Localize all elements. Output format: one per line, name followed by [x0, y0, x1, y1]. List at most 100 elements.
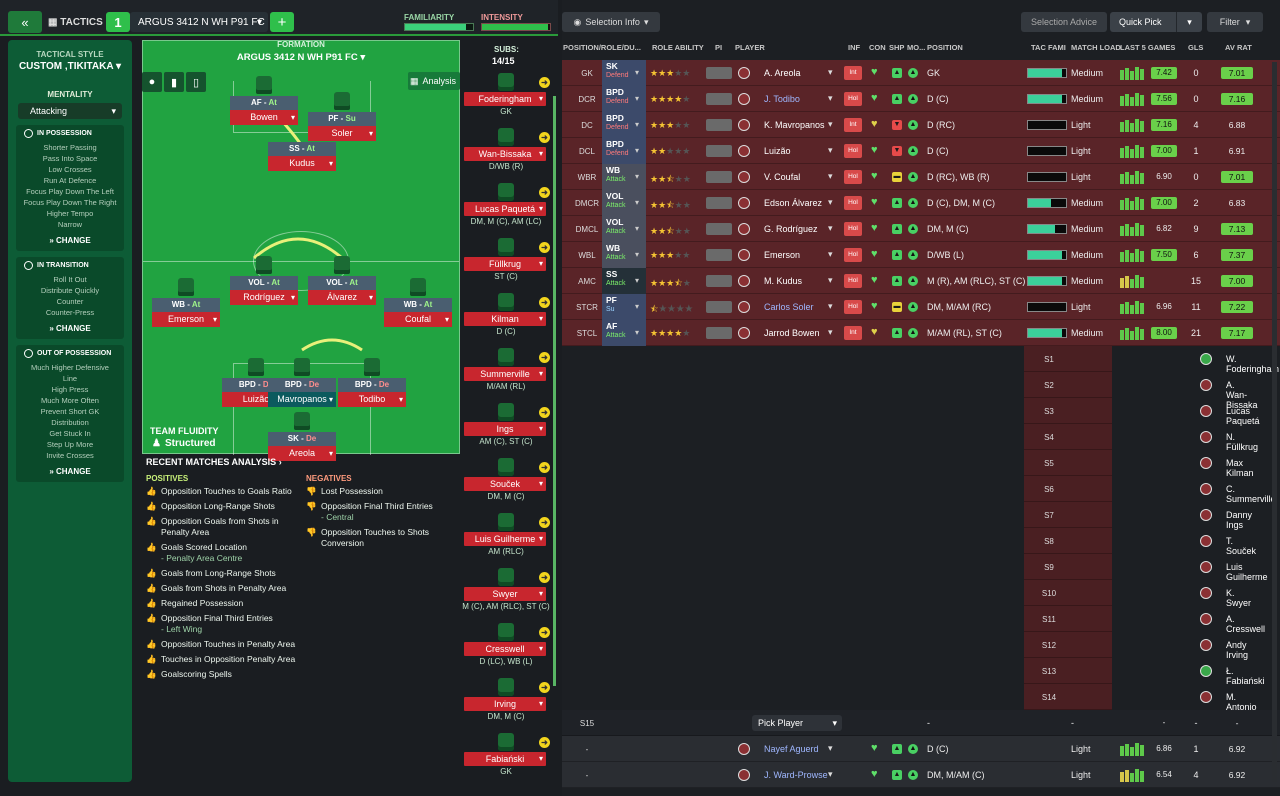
chevron-down-icon[interactable]: ▾ — [828, 67, 833, 77]
role-select[interactable]: BPD Defend — [602, 138, 646, 164]
player-name[interactable]: C. Summerville — [1226, 484, 1276, 504]
mentality-select[interactable]: Attacking ▾ — [18, 103, 122, 119]
player-name[interactable]: Lucas Paquetá — [1226, 406, 1260, 426]
role-select[interactable]: SS Attack — [602, 268, 646, 294]
pick-player-select[interactable]: Pick Player ▾ — [752, 715, 842, 731]
player-name[interactable]: Jarrod Bowen — [764, 328, 820, 338]
player-name[interactable]: J. Todibo — [764, 94, 800, 104]
sub-player[interactable]: IrvingDM, M (C) ➜ — [462, 678, 550, 721]
table-row[interactable]: S6C. Summerville▾Int♥▼▲M/AM (RL)Light7.4… — [1024, 476, 1276, 504]
chevron-down-icon[interactable]: ▾ — [828, 171, 833, 181]
player-instructions-icon[interactable] — [706, 119, 732, 131]
table-row[interactable]: S8T. Souček▾Hol♥▼▲DM, M (C)Light7.08217.… — [1024, 528, 1256, 556]
col-av-rat[interactable]: AV RAT — [1225, 43, 1252, 52]
in-transition-change-button[interactable]: » CHANGE — [49, 324, 91, 333]
table-row[interactable]: - Nayef Aguerd ▾ ♥ ▲ ▲ D (C) Light 6.86 1 6.92 — [562, 736, 1280, 762]
player-instructions-icon[interactable] — [706, 145, 732, 157]
table-row[interactable]: GK SK Defend ▾ ★★★★★ A. Areola ▾ Int ♥ ▲ ▲ GK Medium… — [562, 60, 1280, 86]
col-con[interactable]: CON — [869, 43, 886, 52]
player-instructions-icon[interactable] — [706, 327, 732, 339]
sub-player[interactable]: FabiańskiGK ➜ — [462, 733, 550, 776]
col-last5[interactable]: LAST 5 GAMES — [1120, 43, 1176, 52]
player-instructions-icon[interactable] — [706, 67, 732, 79]
player-instructions-icon[interactable] — [706, 275, 732, 287]
analysis-button[interactable]: ▦ Analysis — [408, 72, 460, 90]
chevron-down-icon[interactable]: ▾ — [828, 743, 833, 753]
player-instructions-icon[interactable] — [706, 197, 732, 209]
table-scrollbar[interactable] — [1272, 62, 1277, 782]
role-select[interactable]: WB Attack — [602, 242, 646, 268]
col-gls[interactable]: GLS — [1188, 43, 1204, 52]
tactical-style-select[interactable]: CUSTOM ,TIKITAKA ▾ — [18, 61, 122, 72]
role-select[interactable]: PF Su — [602, 294, 646, 320]
player-name[interactable]: Danny Ings — [1226, 510, 1253, 530]
player-name[interactable]: A. Areola — [764, 68, 801, 78]
table-row[interactable]: - J. Ward-Prowse ▾ ♥ ▲ ▲ DM, M/AM (C) Light 6.54… — [562, 762, 1280, 788]
table-row[interactable]: DCR BPD Defend ▾ ★★★★★ J. Todibo ▾ Hol ♥ ▲ ▲ D (C) M… — [562, 86, 1280, 112]
player-name[interactable]: Edson Álvarez — [764, 198, 823, 208]
table-row[interactable]: DMCR VOL Attack ▾ ★★⯪★★ Edson Álvarez ▾ Hol ♥ ▲ ▲ D… — [562, 190, 1280, 216]
col-role-ability[interactable]: ROLE ABILITY — [652, 43, 704, 52]
player-name[interactable]: Max Kilman — [1226, 458, 1254, 478]
pitch-player[interactable]: VOL - At Rodríguez — [230, 256, 298, 305]
selection-info-button[interactable]: ◉ Selection Info ▾ — [562, 12, 660, 32]
role-select[interactable]: WB Attack — [602, 164, 646, 190]
role-select[interactable]: BPD Defend — [602, 112, 646, 138]
col-tac-fami[interactable]: TAC FAMI — [1031, 43, 1066, 52]
tactic-select[interactable]: ARGUS 3412 N WH P91 FC ▾ — [130, 12, 268, 32]
player-name[interactable]: K. Mavropanos — [764, 120, 825, 130]
role-select[interactable]: VOL Attack — [602, 216, 646, 242]
chevron-down-icon[interactable]: ▾ — [828, 145, 833, 155]
col-match-load[interactable]: MATCH LOAD — [1071, 43, 1121, 52]
pitch-player[interactable]: BPD - De Mavropanos — [268, 358, 336, 407]
chevron-down-icon[interactable]: ▾ — [828, 769, 833, 779]
selection-advice-button[interactable]: Selection Advice — [1021, 12, 1107, 32]
back-button[interactable]: « — [8, 11, 42, 33]
player-name[interactable]: N. Füllkrug — [1226, 432, 1259, 452]
pitch-player[interactable]: BPD - De Todibo — [338, 358, 406, 407]
pitch-player[interactable]: SS - At Kudus — [268, 142, 336, 171]
player-view-icon[interactable]: ● — [142, 72, 162, 92]
player-name[interactable]: K. Swyer — [1226, 588, 1252, 608]
table-row[interactable]: S4N. Füllkrug▾Hol♥▲▲ST (C)Medium7.44387.… — [1024, 424, 1258, 452]
out-of-possession-change-button[interactable]: » CHANGE — [49, 467, 91, 476]
chevron-down-icon[interactable]: ▾ — [828, 197, 833, 207]
player-name[interactable]: Andy Irving — [1226, 640, 1249, 660]
player-name[interactable]: M. Antonio — [1226, 692, 1257, 712]
col-shp[interactable]: SHP — [889, 43, 905, 52]
col-position[interactable]: POSITION — [927, 43, 963, 52]
subs-scrollbar[interactable] — [553, 96, 556, 686]
pitch-player[interactable]: WB - At Coufal — [384, 278, 452, 327]
player-instructions-icon[interactable] — [706, 301, 732, 313]
sub-player[interactable]: FoderinghamGK ➜ — [462, 73, 550, 116]
col-player[interactable]: PLAYER — [735, 43, 765, 52]
role-select[interactable]: VOL Attack — [602, 190, 646, 216]
player-name[interactable]: T. Souček — [1226, 536, 1257, 556]
table-row[interactable]: WBR WB Attack ▾ ★★⯪★★ V. Coufal ▾ Hol ♥ ▬ ▲ D (RC),… — [562, 164, 1280, 190]
tactic-slot-number[interactable]: 1 — [106, 12, 130, 32]
pitch-player[interactable]: AF - At Bowen — [230, 76, 298, 125]
table-row[interactable]: STCL AF Attack ▾ ★★★★★ Jarrod Bowen ▾ Int ♥ ▲ ▲ M/A… — [562, 320, 1280, 346]
table-row[interactable]: S15 Pick Player ▾ - - - - - — [562, 710, 1280, 736]
chevron-down-icon[interactable]: ▾ — [828, 223, 833, 233]
player-name[interactable]: Luis Guilherme — [1226, 562, 1268, 582]
player-name[interactable]: V. Coufal — [764, 172, 801, 182]
col-inf[interactable]: INF — [848, 43, 861, 52]
chevron-down-icon[interactable]: ▾ — [828, 275, 833, 285]
sub-player[interactable]: SummervilleM/AM (RL) ➜ — [462, 348, 550, 391]
add-tactic-button[interactable]: + — [270, 12, 294, 32]
player-name[interactable]: Luizão — [764, 146, 791, 156]
player-name[interactable]: J. Ward-Prowse — [764, 770, 828, 780]
table-row[interactable]: S2A. Wan-Bissaka▾Hol♥▲▲D/WB (R)Medium7.8… — [1024, 372, 1258, 410]
chevron-down-icon[interactable]: ▾ — [828, 119, 833, 129]
player-name[interactable]: A. Cresswell — [1226, 614, 1266, 634]
role-select[interactable]: BPD Defend — [602, 86, 646, 112]
player-name[interactable]: Ł. Fabiański — [1226, 666, 1265, 686]
table-row[interactable]: DCL BPD Defend ▾ ★★★★★ Luizão ▾ Hol ♥ ▼ ▲ D (C) Ligh… — [562, 138, 1280, 164]
